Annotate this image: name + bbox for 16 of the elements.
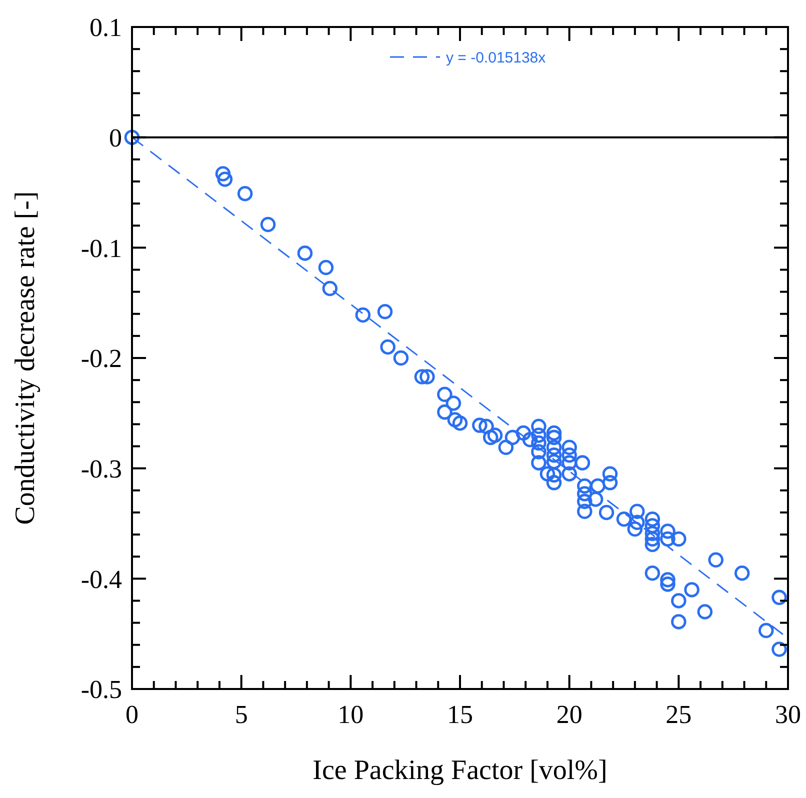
y-tick-label: -0.2 xyxy=(80,344,122,374)
legend-label: y = -0.015138x xyxy=(446,49,546,66)
y-tick-label: -0.5 xyxy=(80,675,122,704)
y-axis-title: Conductivity decrease rate [-] xyxy=(10,191,41,525)
y-tick-label: 0 xyxy=(109,123,122,152)
x-tick-label: 5 xyxy=(234,700,248,729)
y-tick-label: -0.3 xyxy=(80,454,122,484)
y-tick-label: 0.1 xyxy=(90,13,122,42)
x-tick-label: 30 xyxy=(775,700,801,729)
x-tick-label: 20 xyxy=(556,700,582,729)
x-tick-label: 25 xyxy=(666,700,692,729)
y-tick-label: -0.4 xyxy=(80,564,122,594)
x-axis-title: Ice Packing Factor [vol%] xyxy=(312,755,608,786)
x-tick-label: 10 xyxy=(338,700,364,729)
x-tick-label: 15 xyxy=(447,700,473,729)
y-tick-label: -0.1 xyxy=(80,234,122,263)
